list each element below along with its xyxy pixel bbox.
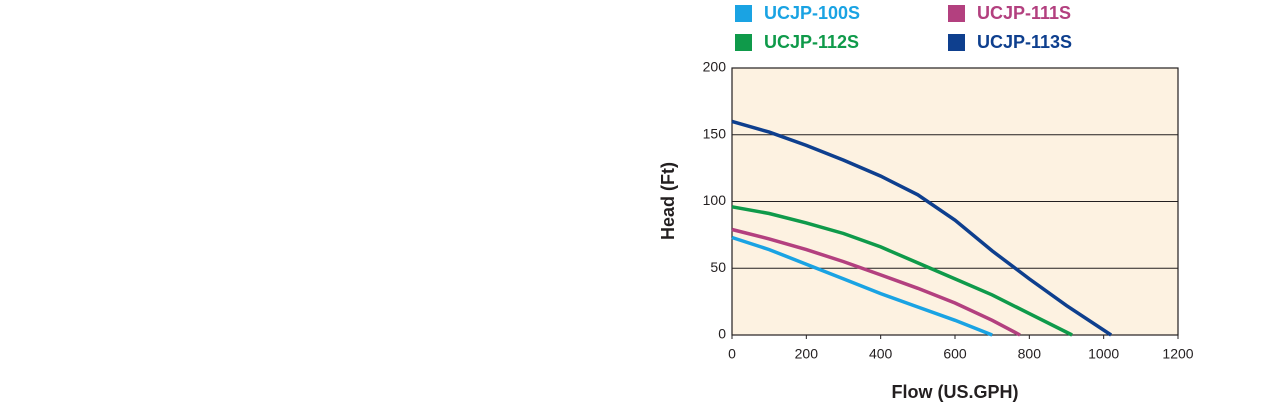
legend-swatch [948, 34, 965, 51]
x-tick-label: 800 [1018, 346, 1042, 362]
y-tick-label: 150 [703, 125, 727, 141]
x-tick-label: 1200 [1162, 346, 1193, 362]
legend-label: UCJP-100S [764, 3, 860, 23]
x-tick-label: 200 [795, 346, 819, 362]
y-axis-title: Head (Ft) [658, 162, 678, 240]
x-axis-title: Flow (US.GPH) [892, 382, 1019, 402]
series-line [731, 227, 1021, 337]
legend-swatch [948, 5, 965, 22]
y-tick-label: 50 [710, 259, 726, 275]
series-line [731, 205, 1073, 337]
y-tick-label: 0 [718, 326, 726, 342]
x-tick-label: 1000 [1088, 346, 1119, 362]
legend-label: UCJP-113S [977, 32, 1072, 52]
legend-label: UCJP-112S [764, 32, 859, 52]
legend-label: UCJP-111S [977, 3, 1071, 23]
y-tick-label: 100 [703, 192, 727, 208]
legend-swatch [735, 5, 752, 22]
legend-swatch [735, 34, 752, 51]
series-line [731, 119, 1113, 337]
x-tick-label: 0 [728, 346, 736, 362]
x-tick-label: 400 [869, 346, 893, 362]
y-tick-label: 200 [703, 59, 727, 75]
x-tick-label: 600 [943, 346, 967, 362]
series-line [731, 235, 993, 337]
plot-border [731, 67, 1179, 336]
